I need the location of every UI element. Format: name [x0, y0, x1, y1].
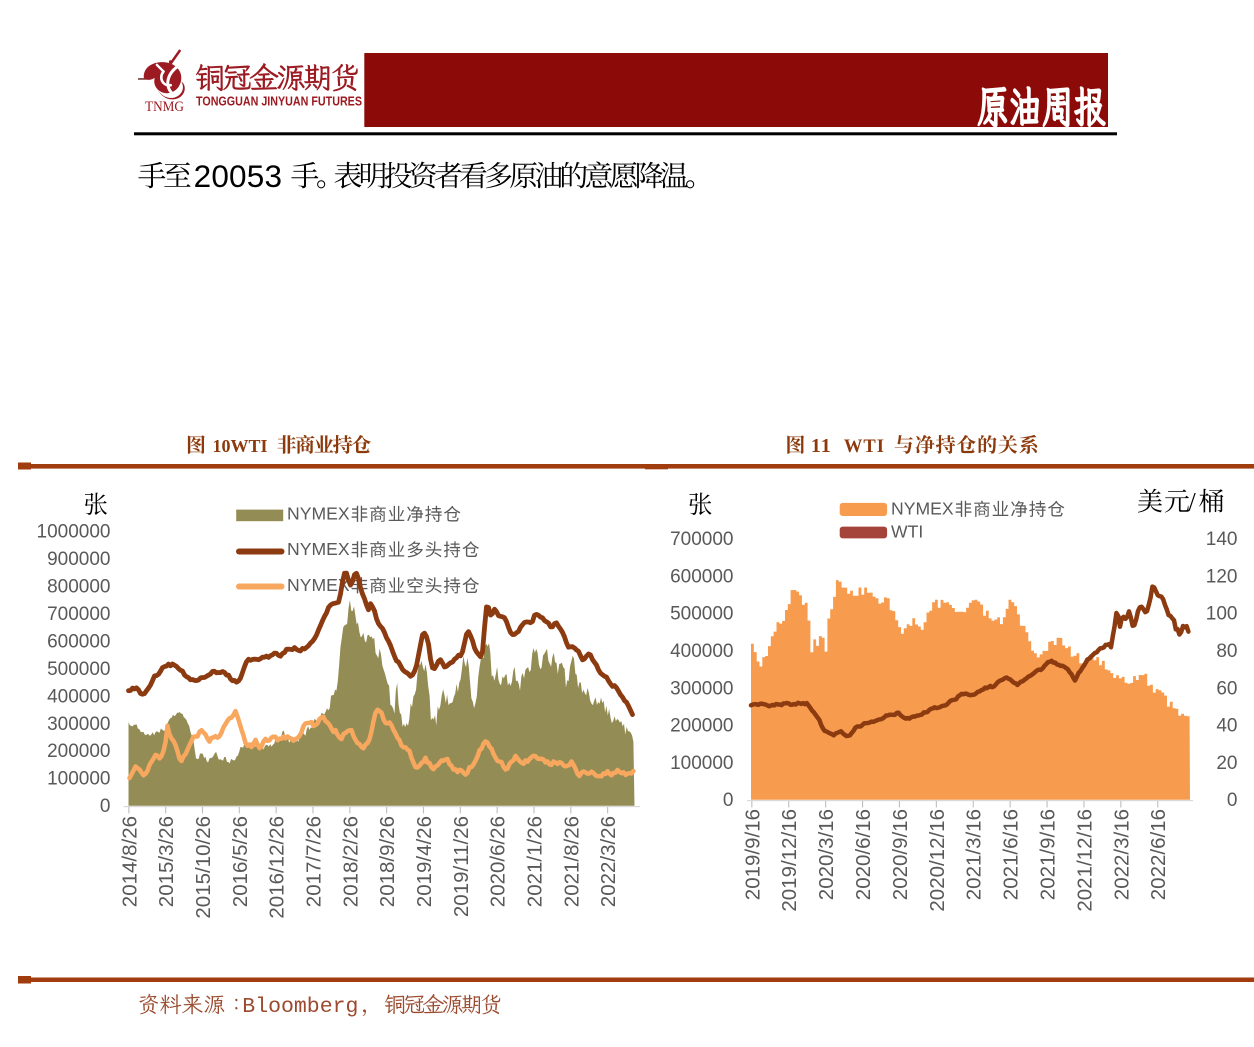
svg-text:TNMG: TNMG [145, 99, 184, 115]
svg-text:2021/3/16: 2021/3/16 [963, 809, 986, 900]
svg-text:2017/7/26: 2017/7/26 [302, 816, 325, 907]
svg-text:2020/3/16: 2020/3/16 [815, 809, 838, 900]
svg-text:2020/6/26: 2020/6/26 [487, 816, 510, 907]
svg-text:60: 60 [1216, 678, 1237, 699]
svg-text:600000: 600000 [670, 566, 733, 587]
svg-text:100000: 100000 [670, 753, 733, 774]
svg-text:2016/12/26: 2016/12/26 [266, 816, 289, 919]
svg-text:500000: 500000 [47, 659, 110, 680]
svg-text:2021/1/26: 2021/1/26 [523, 816, 546, 907]
svg-text:20053: 20053 [194, 158, 283, 194]
svg-text:0: 0 [723, 790, 734, 811]
svg-text:500000: 500000 [670, 604, 733, 625]
svg-text:300000: 300000 [47, 714, 110, 735]
svg-text:2021/8/26: 2021/8/26 [560, 816, 583, 907]
svg-text:2014/8/26: 2014/8/26 [118, 816, 141, 907]
svg-text:2019/4/26: 2019/4/26 [413, 816, 436, 907]
svg-text:1000000: 1000000 [37, 521, 111, 542]
svg-text:140: 140 [1206, 529, 1238, 550]
svg-text:/: / [1189, 488, 1197, 517]
svg-text:2015/3/26: 2015/3/26 [155, 816, 178, 907]
svg-text:700000: 700000 [47, 604, 110, 625]
svg-text:200000: 200000 [47, 741, 110, 762]
svg-text:2021/6/16: 2021/6/16 [1000, 809, 1023, 900]
svg-text:2018/9/26: 2018/9/26 [376, 816, 399, 907]
svg-text:800000: 800000 [47, 576, 110, 597]
svg-text:NYMEX: NYMEX [287, 539, 350, 559]
svg-text:80: 80 [1216, 641, 1237, 662]
svg-text:2020/12/16: 2020/12/16 [926, 809, 949, 912]
svg-text:300000: 300000 [670, 678, 733, 699]
svg-text:400000: 400000 [670, 641, 733, 662]
svg-text:2020/6/16: 2020/6/16 [852, 809, 875, 900]
svg-text:120: 120 [1206, 566, 1238, 587]
svg-text:10WTI: 10WTI [213, 436, 268, 456]
svg-text:TONGGUAN JINYUAN FUTURES: TONGGUAN JINYUAN FUTURES [196, 94, 362, 109]
svg-text:2019/11/26: 2019/11/26 [450, 816, 473, 917]
svg-text:200000: 200000 [670, 716, 733, 737]
svg-text:2021/12/16: 2021/12/16 [1073, 809, 1096, 912]
svg-text:2022/3/26: 2022/3/26 [597, 816, 620, 907]
svg-text:700000: 700000 [670, 529, 733, 550]
svg-text:2022/3/16: 2022/3/16 [1110, 809, 1133, 900]
svg-text:WTI: WTI [844, 437, 885, 457]
svg-text:900000: 900000 [47, 549, 110, 570]
svg-text:2019/9/16: 2019/9/16 [741, 809, 764, 900]
svg-text:20: 20 [1216, 753, 1237, 774]
svg-text:100: 100 [1206, 604, 1238, 625]
svg-text:NYMEX: NYMEX [891, 499, 954, 519]
svg-text:2020/9/16: 2020/9/16 [889, 809, 912, 900]
svg-text:2018/2/26: 2018/2/26 [339, 816, 362, 907]
svg-text:0: 0 [1227, 790, 1238, 811]
svg-text:2015/10/26: 2015/10/26 [192, 816, 215, 919]
svg-text:NYMEX: NYMEX [287, 504, 350, 524]
svg-text:400000: 400000 [47, 686, 110, 707]
svg-text:11: 11 [811, 435, 832, 457]
svg-text:600000: 600000 [47, 631, 110, 652]
svg-text:100000: 100000 [47, 769, 110, 790]
svg-text:2022/6/16: 2022/6/16 [1147, 809, 1170, 900]
svg-text:2019/12/16: 2019/12/16 [778, 809, 801, 912]
svg-text:Bloomberg: Bloomberg [242, 995, 358, 1019]
svg-text:2021/9/16: 2021/9/16 [1037, 809, 1060, 900]
svg-text:2016/5/26: 2016/5/26 [229, 816, 252, 907]
svg-text:WTI: WTI [891, 522, 923, 542]
svg-text:NYMEX: NYMEX [287, 575, 350, 595]
svg-text:0: 0 [100, 796, 111, 817]
svg-text:40: 40 [1216, 716, 1237, 737]
